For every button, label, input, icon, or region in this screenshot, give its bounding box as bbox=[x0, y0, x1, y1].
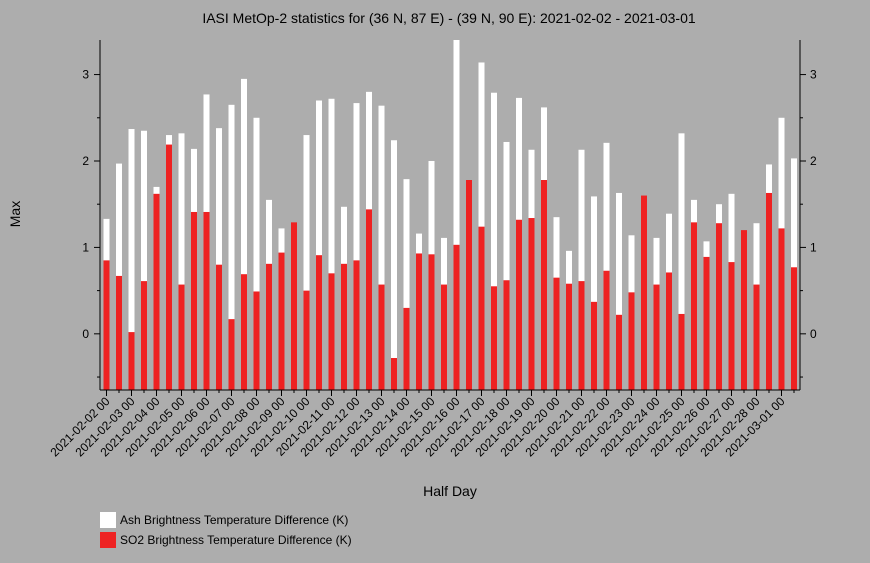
so2-bar bbox=[178, 284, 185, 390]
so2-bar bbox=[341, 263, 347, 390]
ash-bar bbox=[228, 104, 235, 390]
so2-bar bbox=[603, 270, 610, 390]
bars-layer bbox=[103, 40, 797, 391]
so2-bar bbox=[641, 195, 647, 390]
ash-bar bbox=[478, 62, 485, 390]
ash-bar bbox=[141, 130, 147, 391]
y-axis-label: Max bbox=[7, 201, 23, 227]
y-tick-label-right: 3 bbox=[810, 68, 817, 82]
ash-bar bbox=[128, 129, 135, 391]
legend-label-ash: Ash Brightness Temperature Difference (K… bbox=[120, 513, 348, 527]
ash-bar bbox=[678, 133, 685, 391]
so2-bar bbox=[541, 180, 547, 390]
so2-bar bbox=[691, 222, 697, 390]
y-tick-label-right: 1 bbox=[810, 240, 817, 254]
ash-bar bbox=[578, 149, 585, 390]
so2-bar bbox=[753, 284, 760, 390]
y-tick-label-left: 2 bbox=[82, 154, 89, 168]
so2-bar bbox=[653, 284, 660, 390]
so2-bar bbox=[241, 274, 247, 390]
ash-bar bbox=[178, 133, 185, 391]
so2-bar bbox=[528, 218, 535, 390]
so2-bar bbox=[591, 301, 597, 390]
so2-bar bbox=[203, 211, 210, 390]
so2-bar bbox=[166, 144, 172, 390]
ash-bar bbox=[616, 192, 622, 390]
so2-bar bbox=[466, 180, 472, 390]
so2-bar bbox=[778, 228, 785, 390]
ash-bar bbox=[591, 196, 597, 390]
so2-bar bbox=[116, 275, 122, 390]
legend-label-so2: SO2 Brightness Temperature Difference (K… bbox=[120, 533, 352, 547]
legend-swatch-ash bbox=[100, 512, 116, 528]
ash-bar bbox=[303, 135, 310, 390]
so2-bar bbox=[253, 291, 260, 390]
so2-bar bbox=[628, 292, 635, 390]
ash-bar bbox=[503, 141, 510, 390]
so2-bar bbox=[566, 283, 572, 390]
ash-bar bbox=[253, 117, 260, 391]
ash-bar bbox=[241, 78, 247, 390]
axes-layer: 0 0 1 1 2 2 3 3 bbox=[82, 40, 817, 391]
chart-title: IASI MetOp-2 statistics for (36 N, 87 E)… bbox=[202, 10, 696, 26]
y-tick-label-right: 2 bbox=[810, 154, 817, 168]
so2-bar bbox=[191, 211, 197, 390]
ash-bar bbox=[328, 98, 335, 390]
so2-bar bbox=[303, 290, 310, 390]
so2-bar bbox=[141, 281, 147, 390]
y-tick-label-left: 1 bbox=[82, 240, 89, 254]
so2-bar bbox=[216, 264, 222, 390]
so2-bar bbox=[266, 263, 272, 390]
so2-bar bbox=[491, 286, 497, 390]
so2-bar bbox=[553, 277, 560, 390]
so2-bar bbox=[128, 332, 135, 390]
so2-bar bbox=[378, 284, 385, 390]
ash-bar bbox=[378, 105, 385, 390]
so2-bar bbox=[578, 281, 585, 390]
ash-bar bbox=[491, 92, 497, 390]
so2-bar bbox=[728, 262, 735, 390]
y-tick-label-left: 0 bbox=[82, 327, 89, 341]
so2-bar bbox=[353, 260, 360, 390]
so2-bar bbox=[391, 358, 397, 390]
so2-bar bbox=[441, 284, 447, 390]
so2-bar bbox=[153, 193, 160, 390]
so2-bar bbox=[403, 307, 410, 390]
so2-bar bbox=[503, 280, 510, 390]
so2-bar bbox=[453, 244, 460, 390]
so2-bar bbox=[478, 226, 485, 390]
so2-bar bbox=[741, 230, 747, 390]
so2-bar bbox=[516, 219, 522, 390]
so2-bar bbox=[791, 267, 797, 390]
so2-bar bbox=[103, 260, 110, 390]
so2-bar bbox=[316, 255, 322, 390]
so2-bar bbox=[428, 254, 435, 390]
so2-bar bbox=[328, 273, 335, 390]
so2-bar bbox=[666, 272, 672, 390]
ash-bar bbox=[391, 140, 397, 390]
so2-bar bbox=[416, 253, 422, 390]
ash-bar bbox=[453, 40, 460, 390]
y-tick-label-right: 0 bbox=[810, 327, 817, 341]
legend-swatch-so2 bbox=[100, 532, 116, 548]
so2-bar bbox=[616, 314, 622, 390]
ash-bar bbox=[216, 128, 222, 391]
so2-bar bbox=[366, 209, 372, 390]
so2-bar bbox=[228, 319, 235, 390]
ash-bar bbox=[316, 100, 322, 390]
x-axis-label: Half Day bbox=[423, 483, 477, 499]
ash-bar bbox=[603, 142, 610, 390]
so2-bar bbox=[291, 222, 297, 390]
so2-bar bbox=[278, 252, 285, 390]
so2-bar bbox=[766, 192, 772, 390]
y-tick-label-left: 3 bbox=[82, 68, 89, 82]
so2-bar bbox=[703, 256, 710, 390]
legend: Ash Brightness Temperature Difference (K… bbox=[100, 512, 352, 548]
so2-bar bbox=[678, 313, 685, 390]
ash-bar bbox=[403, 179, 410, 390]
so2-bar bbox=[716, 223, 722, 390]
ash-bar bbox=[353, 103, 360, 390]
